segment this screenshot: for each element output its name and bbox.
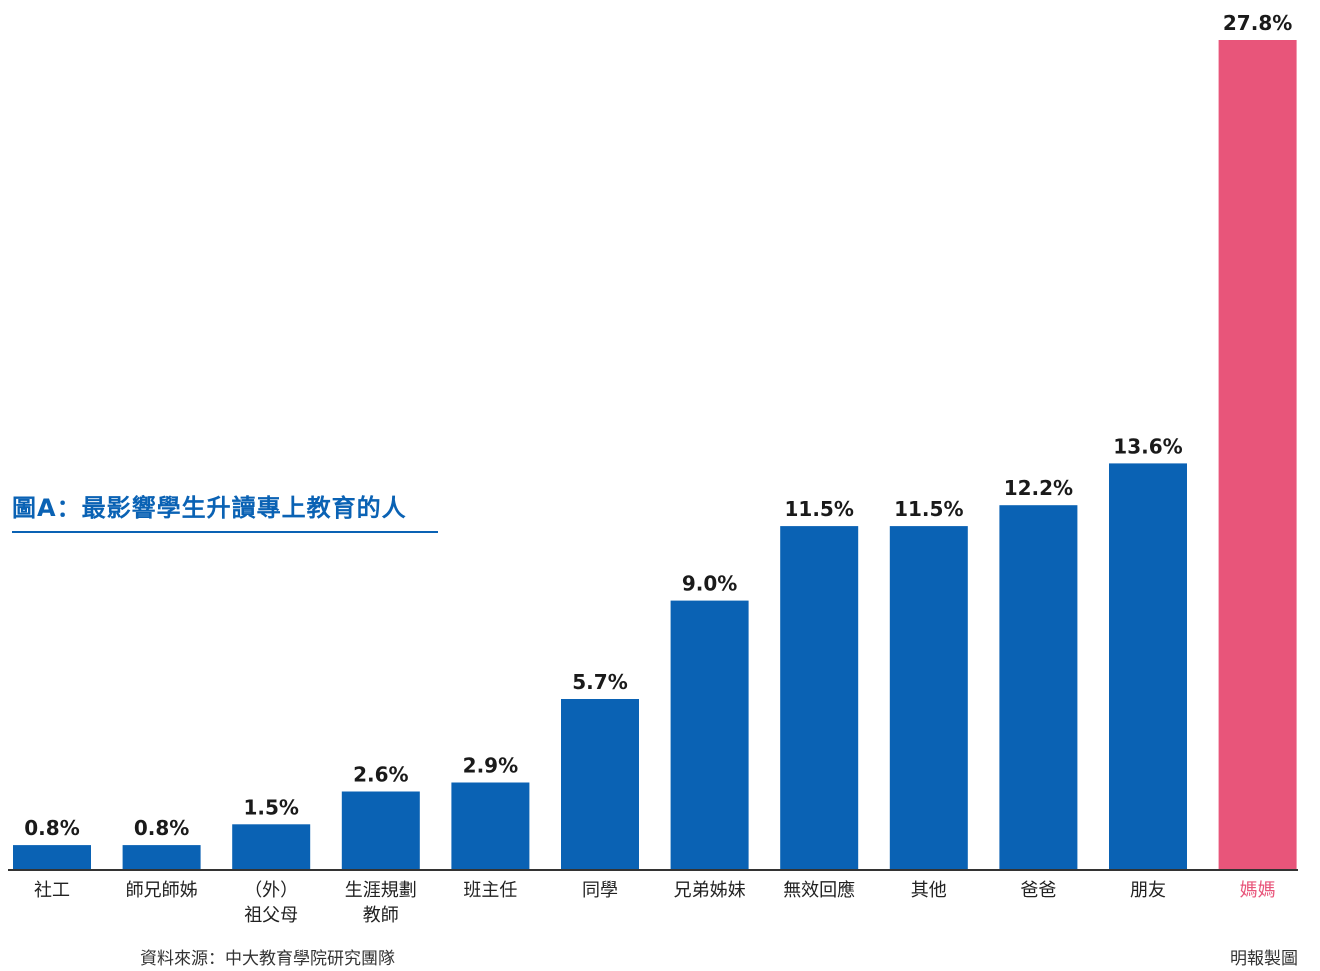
bars-group: [13, 40, 1297, 869]
bar-10: [1109, 463, 1187, 869]
value-label-3: 2.6%: [353, 763, 408, 787]
value-label-5: 5.7%: [572, 670, 627, 694]
title-underline: [12, 531, 438, 533]
bar-6: [670, 600, 749, 869]
bar-5: [561, 699, 639, 869]
category-label-1: 師兄師姊: [126, 880, 198, 901]
value-label-11: 27.8%: [1223, 11, 1292, 35]
category-label-8: 其他: [911, 880, 947, 901]
value-label-7: 11.5%: [785, 497, 854, 521]
category-label-7: 無效回應: [783, 879, 855, 901]
value-labels-group: 0.8% 0.8% 1.5% 2.6% 2.9% 5.7% 9.0% 11.5% 11.5% 12…: [24, 11, 1292, 840]
value-label-6: 9.0%: [682, 572, 737, 596]
value-label-0: 0.8%: [24, 816, 79, 840]
bar-0: [13, 845, 91, 869]
category-label-3-line-0: 生涯規劃: [345, 880, 417, 901]
category-label-0: 社工: [34, 880, 70, 901]
category-label-3-line-1: 教師: [363, 905, 399, 926]
category-label-9: 爸爸: [1020, 880, 1056, 901]
bar-3: [341, 791, 420, 869]
category-label-5: 同學: [582, 880, 618, 901]
bar-9: [999, 505, 1078, 869]
category-label-2-line-1: 祖父母: [244, 905, 298, 926]
bar-1: [122, 845, 201, 869]
value-label-10: 13.6%: [1113, 434, 1182, 458]
value-label-4: 2.9%: [463, 754, 518, 778]
category-label-4: 班主任: [463, 880, 517, 901]
chart-title: 圖A：最影響學生升讀專上教育的人: [12, 494, 407, 522]
category-label-2-line-0: （外）: [244, 880, 298, 901]
value-label-1: 0.8%: [134, 816, 189, 840]
bar-8: [889, 526, 968, 869]
bar-11: [1218, 40, 1297, 869]
value-label-2: 1.5%: [243, 795, 298, 819]
value-label-9: 12.2%: [1004, 476, 1073, 500]
bar-4: [451, 782, 530, 869]
bar-2: [232, 824, 311, 869]
category-label-10: 朋友: [1130, 880, 1166, 901]
bar-7: [780, 526, 859, 869]
value-label-8: 11.5%: [894, 497, 963, 521]
credit-note: 明報製圖: [1230, 949, 1298, 969]
chart-title-block: 圖A：最影響學生升讀專上教育的人: [12, 488, 438, 533]
category-label-6: 兄弟姊妹: [674, 880, 746, 901]
category-label-11: 媽媽: [1240, 880, 1276, 901]
source-note: 資料來源：中大教育學院研究團隊: [140, 949, 395, 969]
